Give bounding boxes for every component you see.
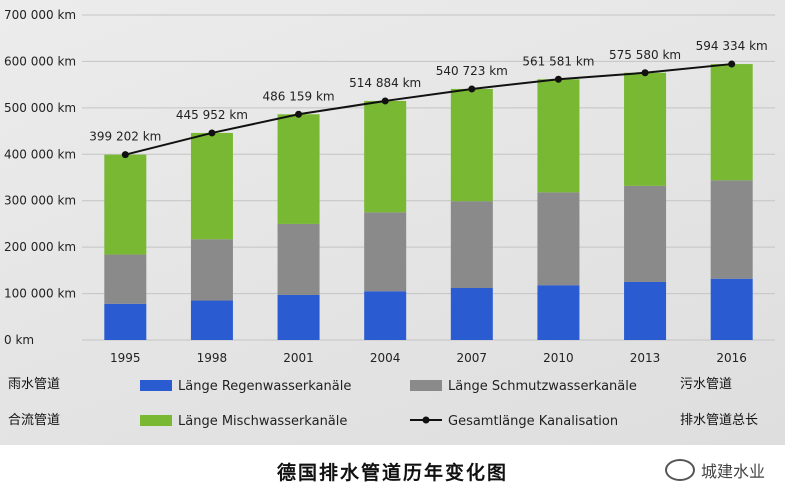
chart: 0 km 100 000 km 200 000 km 300 000 km 400 00… — [4, 8, 775, 429]
x-tick-label: 2010 — [543, 351, 574, 365]
figure-caption: 德国排水管道历年变化图 — [276, 462, 508, 484]
x-tick-label: 2016 — [716, 351, 747, 365]
legend-label-schmutz: Länge Schmutzwasserkanäle — [448, 379, 637, 394]
line-point — [468, 85, 476, 93]
bar-segment — [190, 239, 233, 301]
bar-segment — [190, 132, 233, 240]
y-tick-label: 200 000 km — [4, 240, 76, 254]
data-label: 445 952 km — [176, 108, 248, 122]
bar-segment — [190, 300, 233, 340]
legend-marker-gesamt — [422, 416, 430, 424]
line-point — [641, 69, 649, 77]
legend-swatch-schmutz — [410, 380, 442, 391]
x-tick-label: 1998 — [197, 351, 228, 365]
data-label: 594 334 km — [696, 39, 768, 53]
data-label: 486 159 km — [263, 89, 335, 103]
x-tick-label: 2013 — [630, 351, 661, 365]
bar-segment — [104, 303, 147, 340]
watermark-text: 城建水业 — [700, 462, 765, 481]
x-tick-label: 1995 — [110, 351, 141, 365]
x-tick-label: 2004 — [370, 351, 401, 365]
bar-segment — [624, 185, 667, 282]
legend-cn-sewage: 污水管道 — [680, 377, 732, 392]
x-tick-label: 2007 — [457, 351, 488, 365]
bar-segment — [277, 223, 320, 295]
y-tick-label: 0 km — [4, 333, 34, 347]
bar-segment — [710, 278, 753, 340]
data-label: 399 202 km — [89, 130, 161, 144]
data-label: 540 723 km — [436, 64, 508, 78]
legend-swatch-misch — [140, 415, 172, 426]
bar-segment — [537, 192, 580, 286]
data-label: 575 580 km — [609, 48, 681, 62]
bar-segment — [364, 291, 407, 340]
bar-segment — [277, 114, 320, 224]
y-tick-label: 100 000 km — [4, 287, 76, 301]
wechat-icon — [664, 459, 695, 481]
bar-segment — [104, 254, 147, 304]
bar-segment — [364, 100, 407, 213]
bar-segment — [364, 212, 407, 292]
legend-cn-rain: 雨水管道 — [8, 377, 60, 392]
data-label: 561 581 km — [522, 54, 594, 68]
line-point — [121, 151, 129, 159]
line-point — [381, 97, 389, 105]
bar-segment — [450, 201, 493, 288]
bar-segment — [450, 288, 493, 340]
bar-segment — [537, 79, 580, 193]
bar-segment — [104, 154, 147, 255]
y-tick-label: 600 000 km — [4, 54, 76, 68]
bar-segment — [710, 180, 753, 279]
data-label: 514 884 km — [349, 76, 421, 90]
legend-swatch-regen — [140, 380, 172, 391]
x-tick-label: 2001 — [283, 351, 314, 365]
line-point — [295, 110, 303, 118]
legend-cn-total: 排水管道总长 — [680, 413, 758, 428]
bar-segment — [537, 285, 580, 340]
bar-segment — [450, 88, 493, 202]
bar-segment — [624, 72, 667, 186]
watermark: 城建水业 — [664, 458, 765, 482]
legend-cn-combined: 合流管道 — [8, 413, 60, 428]
y-tick-label: 500 000 km — [4, 101, 76, 115]
line-point — [208, 129, 216, 137]
total-length-line — [125, 63, 732, 156]
legend-label-gesamt: Gesamtlänge Kanalisation — [448, 414, 618, 429]
bar-segment — [624, 281, 667, 340]
y-tick-label: 700 000 km — [4, 8, 76, 22]
line-point — [728, 60, 736, 68]
y-tick-label: 300 000 km — [4, 194, 76, 208]
line-point — [554, 75, 562, 83]
bar-segment — [277, 294, 320, 340]
y-tick-label: 400 000 km — [4, 147, 76, 161]
legend-label-misch: Länge Mischwasserkanäle — [178, 414, 347, 429]
bar-segment — [710, 64, 753, 181]
legend-label-regen: Länge Regenwasserkanäle — [178, 379, 351, 394]
